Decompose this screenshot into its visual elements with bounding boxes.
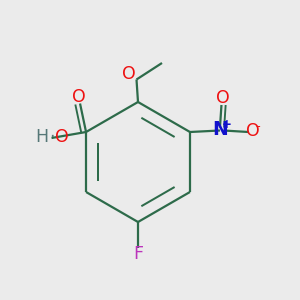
Text: H: H <box>35 128 48 146</box>
Text: +: + <box>222 118 232 131</box>
Text: N: N <box>212 120 228 139</box>
Text: O: O <box>122 65 136 83</box>
Text: -: - <box>255 120 260 133</box>
Text: ·: · <box>49 128 54 146</box>
Text: O: O <box>216 89 230 107</box>
Text: O: O <box>72 88 86 106</box>
Text: F: F <box>133 245 143 263</box>
Text: O: O <box>246 122 260 140</box>
Text: O: O <box>56 128 69 146</box>
